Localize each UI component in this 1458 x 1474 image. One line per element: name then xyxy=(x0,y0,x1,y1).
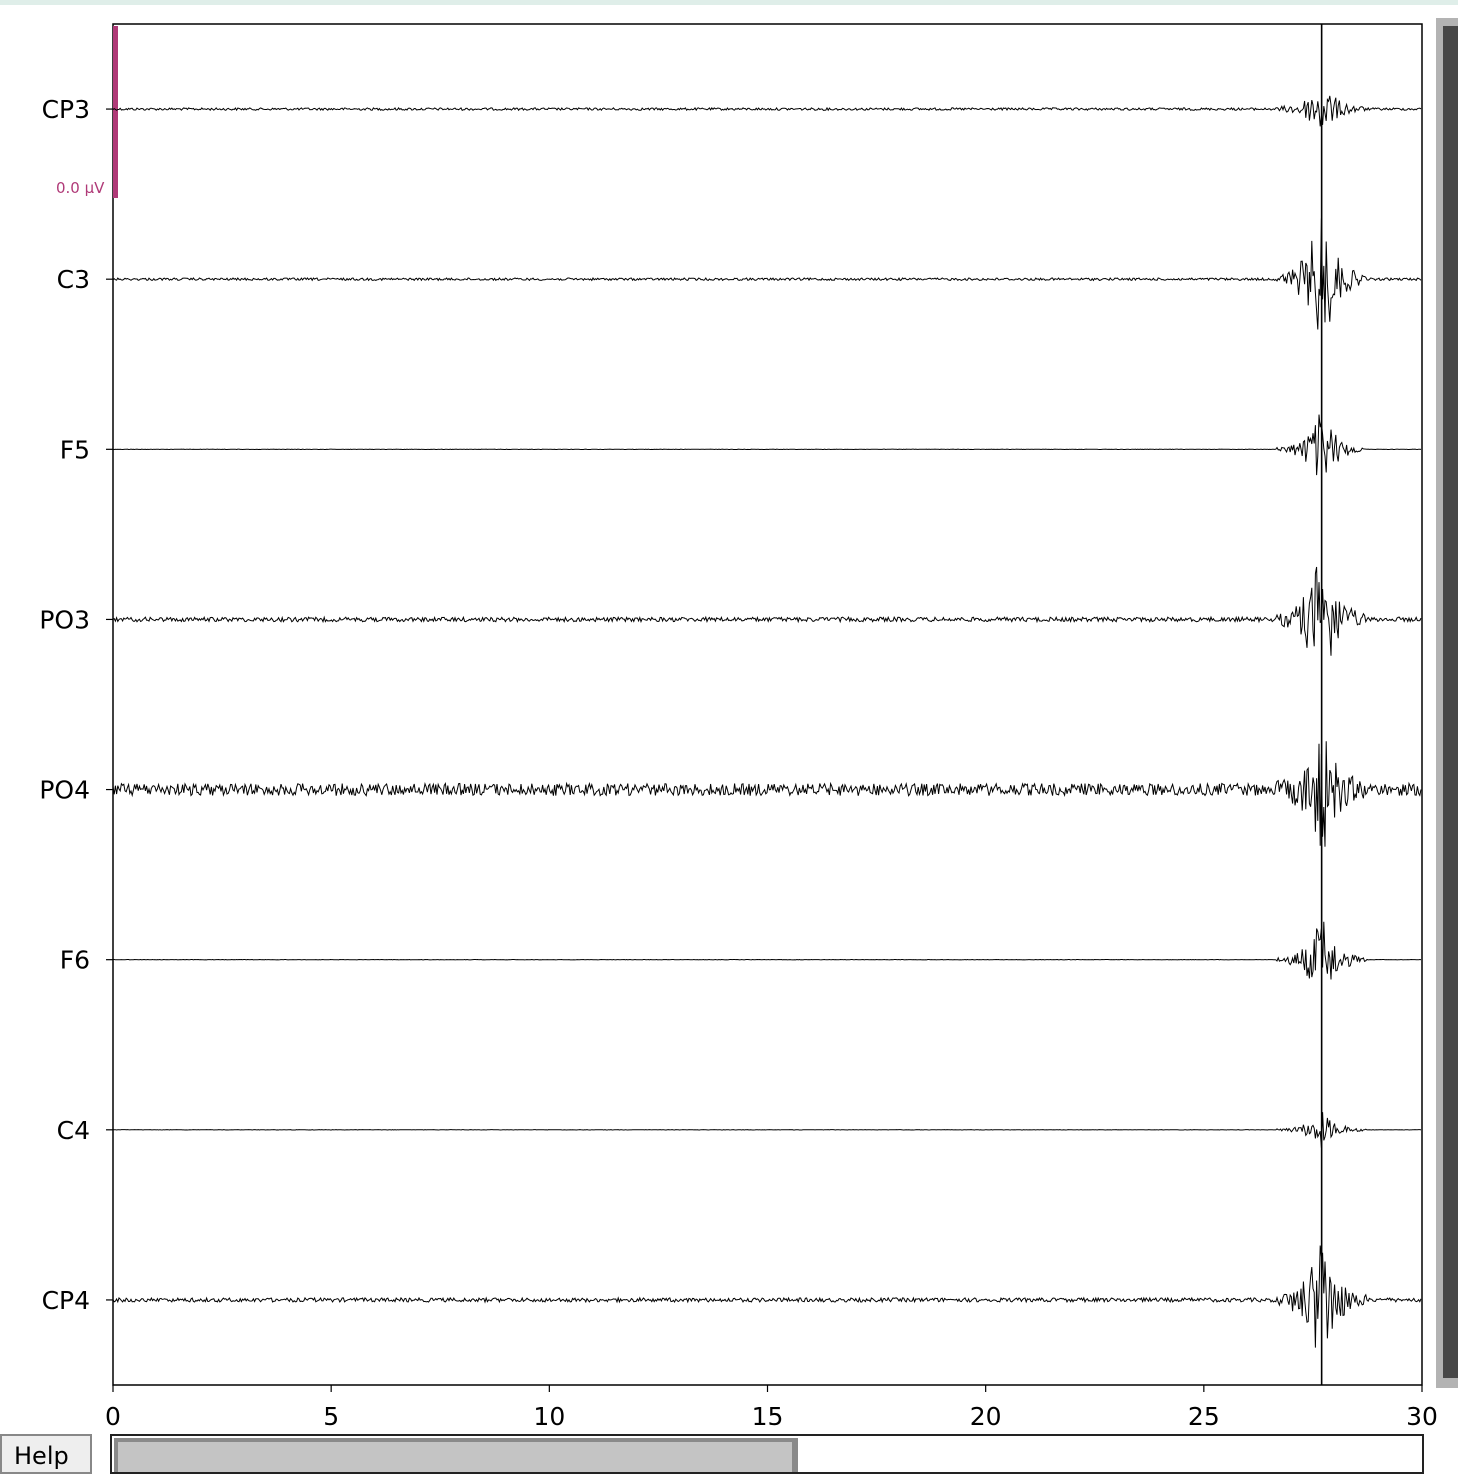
eeg-trace-cp3 xyxy=(112,95,1422,127)
eeg-trace-po4 xyxy=(112,741,1422,847)
help-button[interactable]: Help xyxy=(0,1434,92,1474)
x-tick-label: 5 xyxy=(323,1402,339,1431)
channel-label-c3: C3 xyxy=(57,265,90,294)
channel-label-po4: PO4 xyxy=(39,776,90,805)
time-scrollbar-thumb[interactable] xyxy=(114,1438,798,1472)
x-tick-label: 0 xyxy=(105,1402,121,1431)
channel-scrollbar[interactable] xyxy=(1436,18,1458,1388)
eeg-trace-cp4 xyxy=(112,1245,1422,1348)
channel-label-cp4: CP4 xyxy=(42,1286,90,1315)
channel-label-f5: F5 xyxy=(60,435,90,464)
eeg-trace-f5 xyxy=(112,414,1422,476)
eeg-trace-po3 xyxy=(112,566,1422,656)
channel-scrollbar-thumb[interactable] xyxy=(1443,26,1458,1378)
x-tick-label: 10 xyxy=(533,1402,565,1431)
window-top-bar xyxy=(0,0,1458,5)
channel-label-c4: C4 xyxy=(57,1116,90,1145)
plot-frame xyxy=(112,23,1423,1386)
channel-label-cp3: CP3 xyxy=(42,95,90,124)
channel-label-f6: F6 xyxy=(60,946,90,975)
channel-label-po3: PO3 xyxy=(39,605,90,634)
x-tick-label: 20 xyxy=(970,1402,1002,1431)
eeg-trace-c4 xyxy=(112,1112,1422,1148)
eeg-trace-c3 xyxy=(112,218,1422,330)
time-scrollbar[interactable] xyxy=(110,1434,1424,1474)
x-tick-label: 30 xyxy=(1406,1402,1438,1431)
scale-bar xyxy=(113,26,118,198)
x-tick-label: 15 xyxy=(752,1402,784,1431)
x-tick-label: 25 xyxy=(1188,1402,1220,1431)
eeg-trace-f6 xyxy=(112,921,1422,980)
scale-bar-label: 0.0 µV xyxy=(56,179,105,197)
